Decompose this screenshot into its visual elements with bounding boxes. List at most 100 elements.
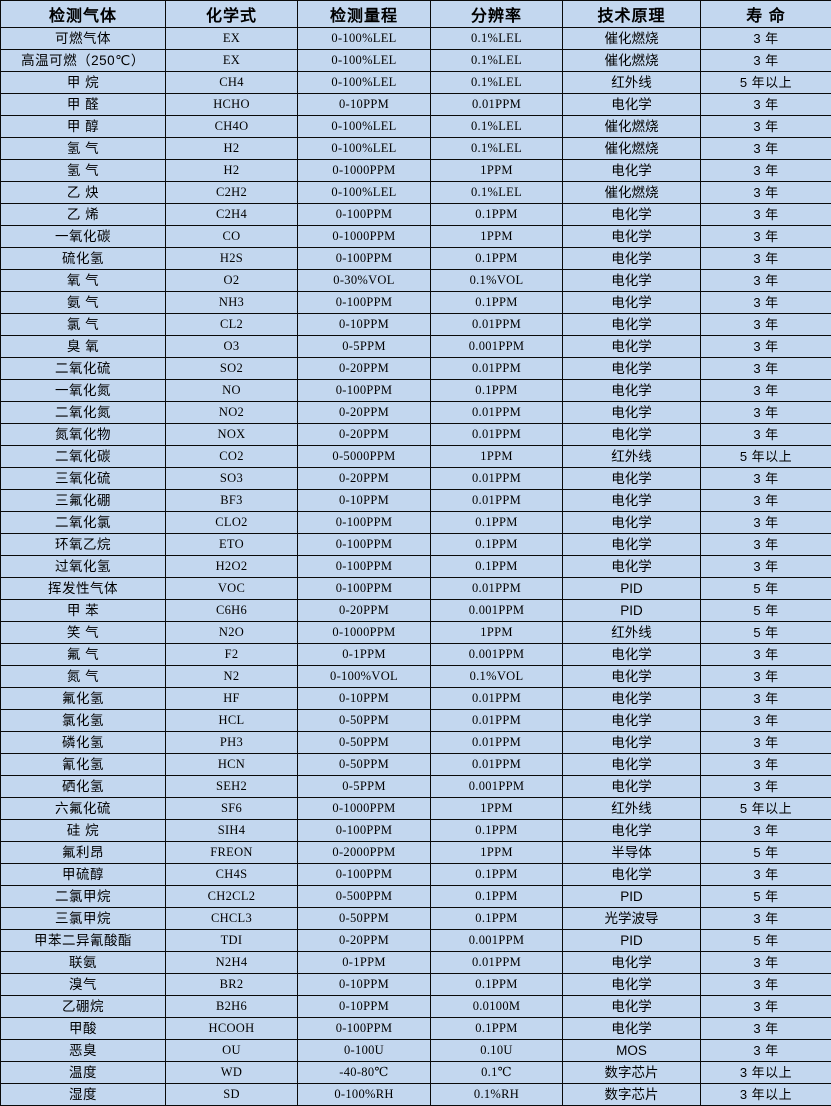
cell-formula: NO2 <box>166 402 298 424</box>
cell-gas: 二氯甲烷 <box>1 886 166 908</box>
cell-resolution: 0.1%LEL <box>431 50 563 72</box>
cell-formula: SF6 <box>166 798 298 820</box>
cell-gas: 高温可燃（250℃） <box>1 50 166 72</box>
cell-resolution: 0.1℃ <box>431 1062 563 1084</box>
cell-life: 3 年 <box>701 1018 831 1040</box>
cell-formula: H2 <box>166 138 298 160</box>
cell-life: 5 年 <box>701 842 831 864</box>
cell-principle: 数字芯片 <box>563 1062 701 1084</box>
cell-resolution: 1PPM <box>431 842 563 864</box>
cell-formula: OU <box>166 1040 298 1062</box>
cell-range: 0-30%VOL <box>298 270 431 292</box>
cell-formula: F2 <box>166 644 298 666</box>
cell-life: 3 年 <box>701 666 831 688</box>
cell-resolution: 0.1%VOL <box>431 666 563 688</box>
cell-resolution: 0.001PPM <box>431 336 563 358</box>
cell-range: 0-100PPM <box>298 380 431 402</box>
column-header-range: 检测量程 <box>298 1 431 28</box>
cell-formula: H2 <box>166 160 298 182</box>
cell-principle: 催化燃烧 <box>563 116 701 138</box>
cell-life: 3 年 <box>701 776 831 798</box>
cell-range: 0-10PPM <box>298 314 431 336</box>
cell-formula: O2 <box>166 270 298 292</box>
cell-principle: 电化学 <box>563 556 701 578</box>
cell-principle: 电化学 <box>563 754 701 776</box>
cell-gas: 可燃气体 <box>1 28 166 50</box>
cell-gas: 硒化氢 <box>1 776 166 798</box>
cell-formula: PH3 <box>166 732 298 754</box>
cell-life: 3 年 <box>701 512 831 534</box>
cell-life: 3 年 <box>701 182 831 204</box>
cell-life: 3 年 <box>701 468 831 490</box>
cell-life: 3 年 <box>701 732 831 754</box>
cell-formula: ETO <box>166 534 298 556</box>
cell-gas: 三氯甲烷 <box>1 908 166 930</box>
cell-principle: 电化学 <box>563 248 701 270</box>
cell-resolution: 0.1%LEL <box>431 116 563 138</box>
cell-gas: 环氧乙烷 <box>1 534 166 556</box>
cell-resolution: 0.001PPM <box>431 776 563 798</box>
cell-range: 0-100PPM <box>298 578 431 600</box>
cell-range: 0-100%LEL <box>298 28 431 50</box>
cell-gas: 臭 氧 <box>1 336 166 358</box>
cell-principle: PID <box>563 600 701 622</box>
cell-resolution: 1PPM <box>431 446 563 468</box>
cell-principle: 电化学 <box>563 776 701 798</box>
cell-range: -40-80℃ <box>298 1062 431 1084</box>
cell-resolution: 0.01PPM <box>431 754 563 776</box>
cell-formula: SO3 <box>166 468 298 490</box>
cell-life: 3 年 <box>701 270 831 292</box>
cell-life: 3 年 <box>701 534 831 556</box>
cell-life: 5 年以上 <box>701 72 831 94</box>
cell-range: 0-50PPM <box>298 908 431 930</box>
cell-gas: 甲 醇 <box>1 116 166 138</box>
cell-resolution: 1PPM <box>431 226 563 248</box>
cell-formula: EX <box>166 50 298 72</box>
cell-life: 3 年 <box>701 248 831 270</box>
cell-principle: 数字芯片 <box>563 1084 701 1106</box>
cell-resolution: 0.1PPM <box>431 204 563 226</box>
cell-life: 3 年 <box>701 336 831 358</box>
cell-principle: 电化学 <box>563 1018 701 1040</box>
cell-range: 0-100%LEL <box>298 50 431 72</box>
cell-life: 3 年 <box>701 754 831 776</box>
cell-range: 0-100PPM <box>298 864 431 886</box>
cell-principle: 电化学 <box>563 292 701 314</box>
cell-formula: SO2 <box>166 358 298 380</box>
cell-formula: BR2 <box>166 974 298 996</box>
cell-range: 0-1PPM <box>298 644 431 666</box>
table-header-row: 检测气体 化学式 检测量程 分辨率 技术原理 寿 命 <box>1 1 831 28</box>
cell-gas: 氨 气 <box>1 292 166 314</box>
cell-gas: 二氧化硫 <box>1 358 166 380</box>
cell-gas: 氮氧化物 <box>1 424 166 446</box>
cell-life: 5 年 <box>701 622 831 644</box>
cell-gas: 二氧化氯 <box>1 512 166 534</box>
cell-gas: 硅 烷 <box>1 820 166 842</box>
cell-life: 3 年 <box>701 94 831 116</box>
cell-range: 0-20PPM <box>298 930 431 952</box>
cell-gas: 甲酸 <box>1 1018 166 1040</box>
cell-range: 0-100%LEL <box>298 182 431 204</box>
cell-formula: SEH2 <box>166 776 298 798</box>
cell-formula: BF3 <box>166 490 298 512</box>
cell-life: 3 年 <box>701 996 831 1018</box>
cell-gas: 氯 气 <box>1 314 166 336</box>
cell-life: 3 年 <box>701 116 831 138</box>
cell-range: 0-100%LEL <box>298 116 431 138</box>
cell-range: 0-100%LEL <box>298 72 431 94</box>
cell-range: 0-100%LEL <box>298 138 431 160</box>
cell-life: 3 年 <box>701 710 831 732</box>
cell-range: 0-50PPM <box>298 710 431 732</box>
cell-range: 0-1000PPM <box>298 160 431 182</box>
